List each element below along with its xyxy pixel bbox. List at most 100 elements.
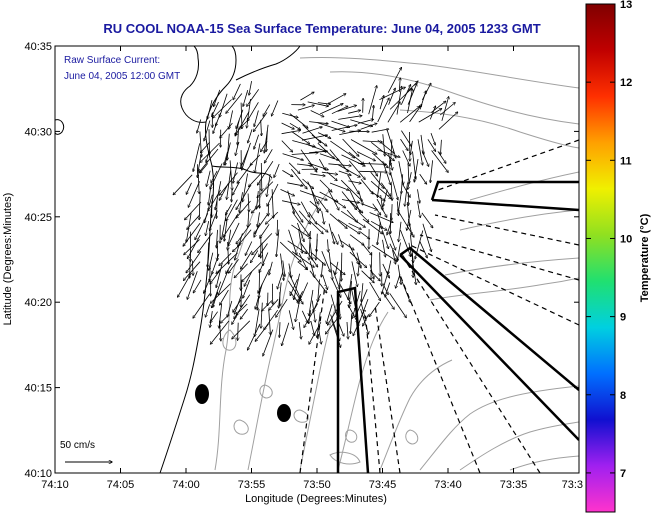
current-vector (371, 244, 397, 261)
current-vector (363, 314, 369, 326)
current-vector (328, 300, 343, 325)
current-vector (209, 129, 210, 154)
current-vector (369, 212, 393, 223)
current-vector (346, 209, 357, 222)
current-vector (357, 119, 374, 124)
lat-tick-label: 40:35 (24, 41, 52, 53)
current-vector (219, 252, 232, 265)
current-vector (322, 274, 328, 290)
current-vector (421, 212, 433, 228)
current-vector (212, 253, 220, 274)
current-vector (382, 160, 391, 185)
current-vector (233, 162, 238, 184)
current-vector (276, 229, 280, 256)
current-vector (300, 149, 317, 172)
current-vector (307, 101, 329, 106)
current-vector (214, 89, 221, 107)
current-vector (391, 139, 393, 166)
current-vector (309, 322, 322, 344)
current-vector (262, 242, 263, 266)
current-vector (267, 174, 271, 196)
current-note-line1: Raw Surface Current: (64, 55, 160, 66)
current-vector (419, 173, 427, 184)
current-vector (248, 323, 261, 350)
current-vector (297, 261, 308, 270)
current-vector (274, 163, 280, 177)
current-vector (408, 162, 409, 184)
current-vector (407, 89, 413, 114)
current-vector (441, 97, 449, 121)
current-vector (350, 119, 372, 127)
current-vector (309, 151, 327, 154)
lat-tick-label: 40:20 (24, 297, 52, 309)
current-vector (396, 274, 401, 288)
current-vector (200, 142, 220, 163)
current-vector (264, 124, 269, 153)
current-vector (427, 139, 436, 151)
lon-tick-label: 74:00 (172, 479, 200, 491)
current-vector (227, 300, 233, 317)
current-vector (421, 150, 429, 167)
colorbar-gradient (585, 3, 616, 513)
current-vector (356, 252, 361, 268)
current-vector (288, 229, 297, 255)
current-vector (244, 271, 253, 287)
current-vector (361, 283, 364, 301)
current-vector (348, 222, 362, 229)
current-vector (220, 93, 228, 117)
current-vector (356, 151, 375, 161)
current-vector (220, 289, 229, 305)
current-vector (347, 304, 358, 323)
current-vector (301, 310, 308, 323)
current-vector (263, 104, 271, 117)
current-vector (218, 270, 229, 295)
current-vector (258, 268, 270, 293)
current-vector (316, 223, 328, 232)
current-vector (232, 320, 251, 339)
current-vector (248, 193, 249, 212)
current-vector (229, 110, 233, 129)
current-vector (409, 105, 422, 123)
current-vector (227, 170, 232, 200)
current-vector (268, 310, 271, 334)
current-vector (328, 239, 329, 252)
current-vector (318, 279, 320, 301)
current-vector (309, 270, 327, 293)
current-vector (328, 163, 351, 166)
current-vector (252, 233, 273, 254)
current-vector (369, 270, 380, 280)
colorbar-tick-label: 13 (620, 0, 632, 11)
current-vector (338, 170, 351, 175)
colorbar: 7 8 9 10 11 12 13 Temperature (°C) (585, 0, 651, 513)
current-vector (348, 273, 353, 300)
current-vector (204, 120, 211, 141)
current-vector (326, 304, 333, 323)
current-vector (318, 198, 328, 212)
current-vector (225, 142, 231, 166)
current-vector (309, 289, 314, 316)
current-vector (287, 182, 303, 186)
current-vector (215, 181, 222, 210)
lat-tick-label: 40:15 (24, 383, 52, 395)
current-vector (381, 230, 388, 248)
current-vector (340, 210, 365, 227)
current-vector (289, 113, 308, 128)
current-vector (399, 106, 420, 123)
current-vector (250, 154, 261, 165)
current-vector (340, 179, 362, 201)
current-vector (328, 252, 332, 280)
current-vector (327, 94, 346, 105)
current-vector (257, 191, 259, 209)
current-vector (237, 163, 253, 184)
y-axis-label: Latitude (Degrees:Minutes) (2, 193, 14, 326)
current-vector (369, 264, 374, 279)
current-vector (318, 328, 322, 344)
current-vector (209, 252, 214, 271)
surface-current-vectors (173, 68, 458, 356)
current-vector (298, 322, 301, 339)
current-vector (357, 163, 386, 164)
current-vector (233, 83, 241, 100)
current-vector (291, 131, 310, 144)
current-vector (253, 112, 268, 132)
current-vector (282, 260, 285, 277)
